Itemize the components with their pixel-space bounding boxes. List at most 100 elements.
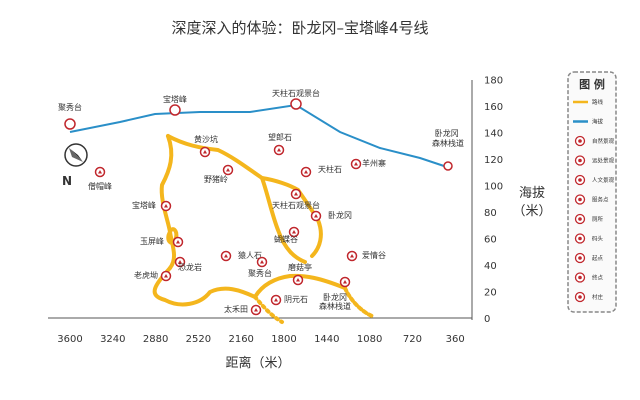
elevation-marker-baotafeng: 宝塔峰 (163, 94, 187, 116)
poi-label: 天柱石 (318, 164, 342, 174)
poi-marker: 蝴蝶谷 (274, 226, 300, 244)
y-tick-label: 140 (484, 129, 503, 140)
poi-marker: 天柱石观景台 (272, 188, 320, 210)
poi-label: 猿人石 (238, 250, 262, 260)
legend-item-label: 村庄 (592, 293, 604, 301)
legend-item-label: 码头 (592, 235, 604, 243)
poi-marker: 天柱石 (300, 164, 342, 178)
poi-label: 宝塔峰 (132, 200, 156, 210)
y-tick-label: 40 (484, 261, 497, 272)
poi-marker: 卧龙冈 (310, 210, 352, 222)
elevation-label: 卧龙冈 森林栈道 (432, 128, 464, 148)
legend-item-label: 远处景观 (592, 157, 615, 165)
y-tick-label: 120 (484, 155, 503, 166)
y-axis-ticks: 0 20 40 60 80 100 120 140 160 180 (484, 76, 503, 326)
elevation-label: 宝塔峰 (163, 94, 187, 104)
y-tick-label: 0 (484, 314, 490, 325)
poi-label: 聚秀台 (248, 268, 272, 278)
legend-item-label: 人文景观 (592, 176, 615, 184)
legend-item: 服务点 (574, 194, 609, 205)
poi-label: 卧龙冈森林栈道 (319, 292, 351, 311)
legend-item-label: 路线 (592, 98, 604, 106)
poi-label: 蝴蝶谷 (274, 234, 298, 244)
legend-item: 终点 (574, 272, 604, 283)
y-tick-label: 60 (484, 235, 497, 246)
legend-item: 村庄 (574, 291, 604, 303)
poi-marker: 羊州寨 (350, 158, 386, 170)
legend-item: 海拔 (573, 118, 604, 126)
y-tick-label: 100 (484, 182, 503, 193)
elevation-marker-wolonggang-trail: 卧龙冈 森林栈道 (432, 128, 464, 171)
x-tick-label: 2520 (186, 334, 211, 345)
poi-label: 磨菇亭 (288, 262, 312, 272)
poi-label: 野猪岭 (204, 174, 228, 184)
elevation-label: 聚秀台 (58, 102, 82, 112)
x-axis-title: 距离（米） (225, 355, 290, 371)
y-axis-title-line2: （米） (512, 204, 551, 219)
x-tick-label: 1800 (271, 334, 296, 345)
x-tick-label: 360 (446, 334, 465, 345)
legend-item: 起点 (574, 252, 604, 264)
x-axis-ticks: 3600 3240 2880 2520 2160 1800 1440 1080 720 360 (57, 334, 464, 345)
legend-item-label: 厕所 (592, 215, 604, 223)
y-axis-title-line1: 海拔 (519, 186, 545, 201)
poi-label: 爱情谷 (362, 250, 386, 260)
legend-item-label: 终点 (592, 274, 604, 282)
poi-marker: 野猪岭 (204, 164, 234, 184)
y-tick-label: 180 (484, 76, 503, 87)
poi-marker: 爱情谷 (346, 250, 386, 262)
legend-item: 路线 (573, 98, 604, 106)
poi-marker: 聚秀台 (248, 256, 272, 278)
legend-item: 自然景观 (574, 135, 615, 147)
elevation-profile-line (69, 103, 451, 169)
poi-marker: 猿人石 (220, 250, 262, 262)
x-tick-label: 2880 (143, 334, 168, 345)
compass-north-label: N (62, 174, 72, 188)
poi-label: 恐龙岩 (178, 262, 202, 272)
poi-label: 太禾田 (224, 304, 248, 314)
x-tick-label: 1080 (357, 334, 382, 345)
legend-item-label: 服务点 (592, 196, 609, 204)
legend-item: 人文景观 (574, 174, 615, 186)
map-title: 深度深入的体验：卧龙冈–宝塔峰4号线 (171, 19, 428, 37)
x-tick-label: 3600 (57, 334, 82, 345)
legend-title: 图 例 (579, 77, 605, 91)
poi-label: 玉屏峰 (140, 236, 164, 246)
elevation-label: 天柱石观景台 (272, 88, 320, 98)
legend-item: 厕所 (574, 213, 604, 225)
poi-label: 僧帽峰 (88, 181, 112, 191)
poi-label: 卧龙冈 (328, 210, 352, 220)
y-tick-label: 80 (484, 208, 497, 219)
legend-item-label: 自然景观 (592, 137, 615, 145)
poi-marker: 老虎坳 (134, 270, 172, 282)
elevation-marker-juxiutai: 聚秀台 (58, 102, 82, 130)
poi-label: 羊州寨 (362, 158, 386, 168)
x-tick-label: 720 (403, 334, 422, 345)
compass-icon: N (62, 143, 88, 188)
poi-label: 黄沙坑 (194, 134, 218, 144)
poi-label: 望郎石 (268, 132, 292, 142)
poi-marker: 恐龙岩 (174, 256, 202, 272)
y-tick-label: 160 (484, 102, 503, 113)
legend-item: 远处景观 (574, 155, 615, 166)
poi-label: 天柱石观景台 (272, 200, 320, 210)
poi-marker: 太禾田 (224, 304, 262, 316)
elevation-marker-tianzhushi-viewpoint: 天柱石观景台 (272, 88, 320, 110)
x-tick-label: 2160 (228, 334, 253, 345)
legend-item-label: 海拔 (592, 118, 604, 126)
x-tick-label: 1440 (314, 334, 339, 345)
legend-item: 码头 (574, 233, 604, 244)
poi-label: 阴元石 (284, 295, 308, 304)
poi-marker: 阴元石 (270, 294, 308, 306)
poi-marker: 僧帽峰 (88, 166, 112, 191)
poi-marker: 黄沙坑 (194, 134, 218, 158)
y-tick-label: 20 (484, 288, 497, 299)
poi-label: 老虎坳 (134, 270, 158, 280)
x-tick-label: 3240 (100, 334, 125, 345)
poi-marker: 宝塔峰 (132, 200, 172, 212)
poi-marker: 卧龙冈森林栈道 (319, 276, 351, 311)
poi-marker: 磨菇亭 (288, 262, 312, 286)
